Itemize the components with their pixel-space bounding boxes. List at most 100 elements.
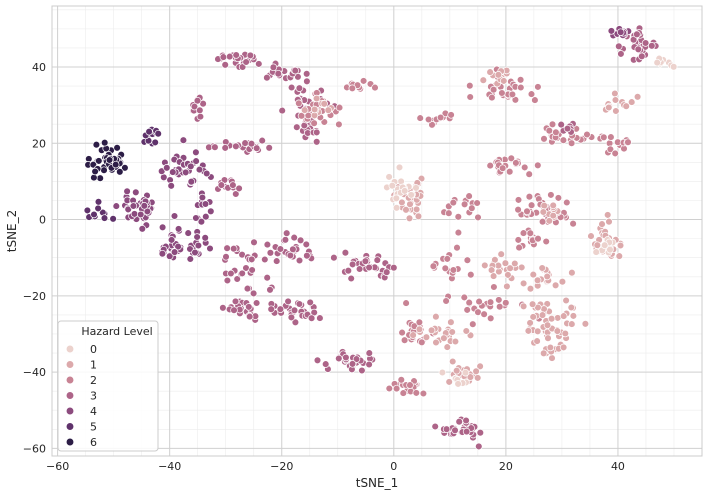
data-point <box>540 305 548 313</box>
data-point <box>475 297 483 306</box>
data-point <box>296 236 305 245</box>
data-point <box>312 138 321 146</box>
data-point <box>111 160 120 169</box>
x-tick-label: 40 <box>611 460 625 473</box>
data-point <box>488 93 496 102</box>
data-point <box>432 312 440 321</box>
data-point <box>540 201 548 210</box>
data-point <box>312 128 321 137</box>
data-point <box>447 318 455 326</box>
data-point <box>250 238 258 247</box>
data-point <box>454 380 462 388</box>
data-point <box>342 353 350 362</box>
data-point <box>167 182 175 190</box>
data-point <box>174 225 183 233</box>
data-point <box>281 236 290 244</box>
data-point <box>442 425 451 433</box>
data-point <box>140 202 149 210</box>
data-point <box>197 217 206 226</box>
data-point <box>533 276 542 285</box>
data-point <box>524 327 533 335</box>
data-point <box>187 162 195 171</box>
data-point <box>365 349 374 357</box>
data-point <box>546 343 555 352</box>
data-point <box>466 93 474 101</box>
data-point <box>402 206 410 214</box>
data-point <box>519 229 528 237</box>
data-point <box>229 244 238 253</box>
data-point <box>192 148 200 157</box>
data-point <box>392 204 401 212</box>
data-point <box>438 368 447 377</box>
data-point <box>310 119 318 127</box>
data-point <box>544 334 552 342</box>
data-point <box>581 320 590 328</box>
data-point <box>211 143 219 151</box>
data-point <box>615 252 624 260</box>
data-point <box>276 245 285 253</box>
data-point <box>344 266 353 275</box>
data-point <box>445 209 453 217</box>
data-point <box>398 328 406 337</box>
data-point <box>303 251 311 260</box>
data-point <box>472 367 480 376</box>
data-point <box>494 71 503 79</box>
data-point <box>612 107 620 115</box>
data-point <box>463 306 471 314</box>
data-point <box>563 198 571 207</box>
data-point <box>534 161 542 170</box>
data-point <box>473 199 481 207</box>
data-point <box>606 245 614 254</box>
data-point <box>184 229 192 237</box>
data-point <box>539 349 548 358</box>
data-point <box>624 138 632 146</box>
data-point <box>198 193 207 202</box>
data-point <box>194 241 203 250</box>
data-point <box>83 206 92 215</box>
data-point <box>221 144 229 152</box>
data-point <box>606 145 615 154</box>
data-point <box>454 213 463 221</box>
data-point <box>241 139 249 147</box>
data-point <box>512 159 520 167</box>
data-point <box>247 139 256 148</box>
data-point <box>460 200 469 209</box>
data-point <box>514 236 523 244</box>
data-point <box>449 266 458 274</box>
legend-label: 0 <box>90 343 97 356</box>
data-point <box>225 52 234 61</box>
data-point <box>529 313 537 321</box>
data-point <box>258 136 266 145</box>
data-point <box>95 157 103 165</box>
data-point <box>526 284 535 293</box>
data-point <box>545 126 554 135</box>
data-point <box>223 244 231 252</box>
data-point <box>295 256 304 265</box>
data-point <box>502 299 510 307</box>
data-point <box>533 327 542 336</box>
data-point <box>498 89 506 97</box>
data-point <box>600 241 609 249</box>
data-point <box>448 357 457 366</box>
data-point <box>489 272 498 280</box>
data-point <box>395 163 404 172</box>
data-point <box>274 69 283 78</box>
legend-label: 6 <box>90 436 97 449</box>
data-point <box>538 311 547 319</box>
data-point <box>261 255 269 264</box>
data-point <box>605 103 613 112</box>
data-point <box>406 381 414 389</box>
x-tick-label: 0 <box>390 460 397 473</box>
data-point <box>105 156 114 164</box>
data-point <box>158 223 167 232</box>
data-point <box>94 204 102 213</box>
data-point <box>109 215 117 223</box>
data-point <box>418 338 426 347</box>
data-point <box>506 264 514 272</box>
data-point <box>347 274 355 283</box>
data-point <box>90 173 98 182</box>
data-point <box>355 265 364 273</box>
data-point <box>290 233 298 242</box>
data-point <box>191 248 199 257</box>
